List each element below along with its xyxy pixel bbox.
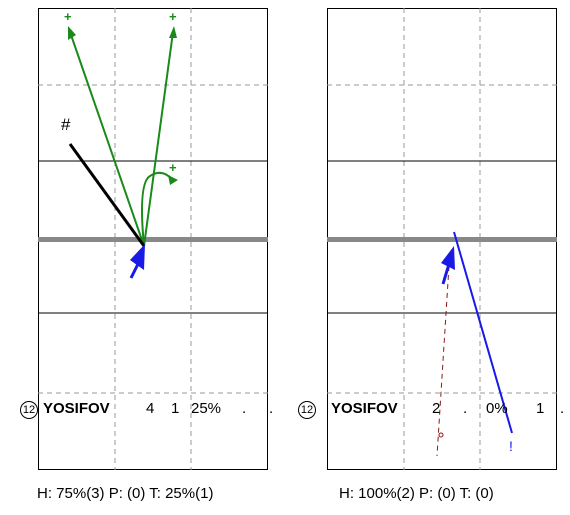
arrow-head bbox=[169, 26, 177, 38]
stat-cell: . bbox=[269, 400, 274, 417]
player-number-badge: 12 bbox=[20, 401, 38, 419]
stat-cell: 25% bbox=[191, 400, 222, 417]
left-player-row: 12 YOSIFOV 4 1 25% . . bbox=[20, 398, 280, 420]
plus-marker: + bbox=[64, 9, 72, 24]
right-court-diagram bbox=[327, 8, 557, 470]
stat-cell: 0% bbox=[486, 400, 508, 417]
arrow-head bbox=[130, 244, 145, 270]
serve-arrow bbox=[441, 263, 451, 285]
stat-cell: 1 bbox=[171, 400, 180, 417]
stat-cell: . bbox=[463, 400, 468, 417]
stat-cell: 1 bbox=[536, 400, 545, 417]
blocked-attack bbox=[68, 143, 146, 247]
attack-trajectory bbox=[141, 171, 174, 247]
left-footer-stats: H: 75%(3) P: (0) T: 25%(1) bbox=[37, 485, 214, 502]
plus-marker: + bbox=[169, 9, 177, 24]
right-footer-stats: H: 100%(2) P: (0) T: (0) bbox=[339, 485, 494, 502]
player-number-badge: 12 bbox=[298, 401, 316, 419]
exclamation-marker: ! bbox=[509, 438, 513, 454]
attack-trajectory bbox=[453, 231, 513, 434]
serve-trajectory bbox=[436, 265, 450, 457]
attack-trajectory bbox=[69, 31, 145, 247]
arrow-head bbox=[168, 175, 178, 185]
net bbox=[38, 237, 268, 242]
net bbox=[327, 237, 557, 242]
left-court-panel: + + + # bbox=[38, 8, 268, 470]
plus-marker: + bbox=[169, 160, 177, 175]
arrow-head bbox=[441, 246, 455, 270]
serve-origin-marker bbox=[438, 432, 444, 438]
player-name: YOSIFOV bbox=[43, 400, 110, 417]
hash-marker: # bbox=[61, 115, 71, 134]
right-player-row: 12 YOSIFOV 2 . 0% 1 . bbox=[298, 398, 570, 420]
arrow-head bbox=[68, 26, 76, 40]
stat-cell: 2 bbox=[432, 400, 441, 417]
left-court-diagram bbox=[38, 8, 268, 470]
stat-cell: . bbox=[242, 400, 247, 417]
player-name: YOSIFOV bbox=[331, 400, 398, 417]
attack-trajectory bbox=[143, 31, 174, 247]
stat-cell: . bbox=[560, 400, 565, 417]
stat-cell: 4 bbox=[146, 400, 155, 417]
right-court-panel: ! bbox=[327, 8, 557, 470]
